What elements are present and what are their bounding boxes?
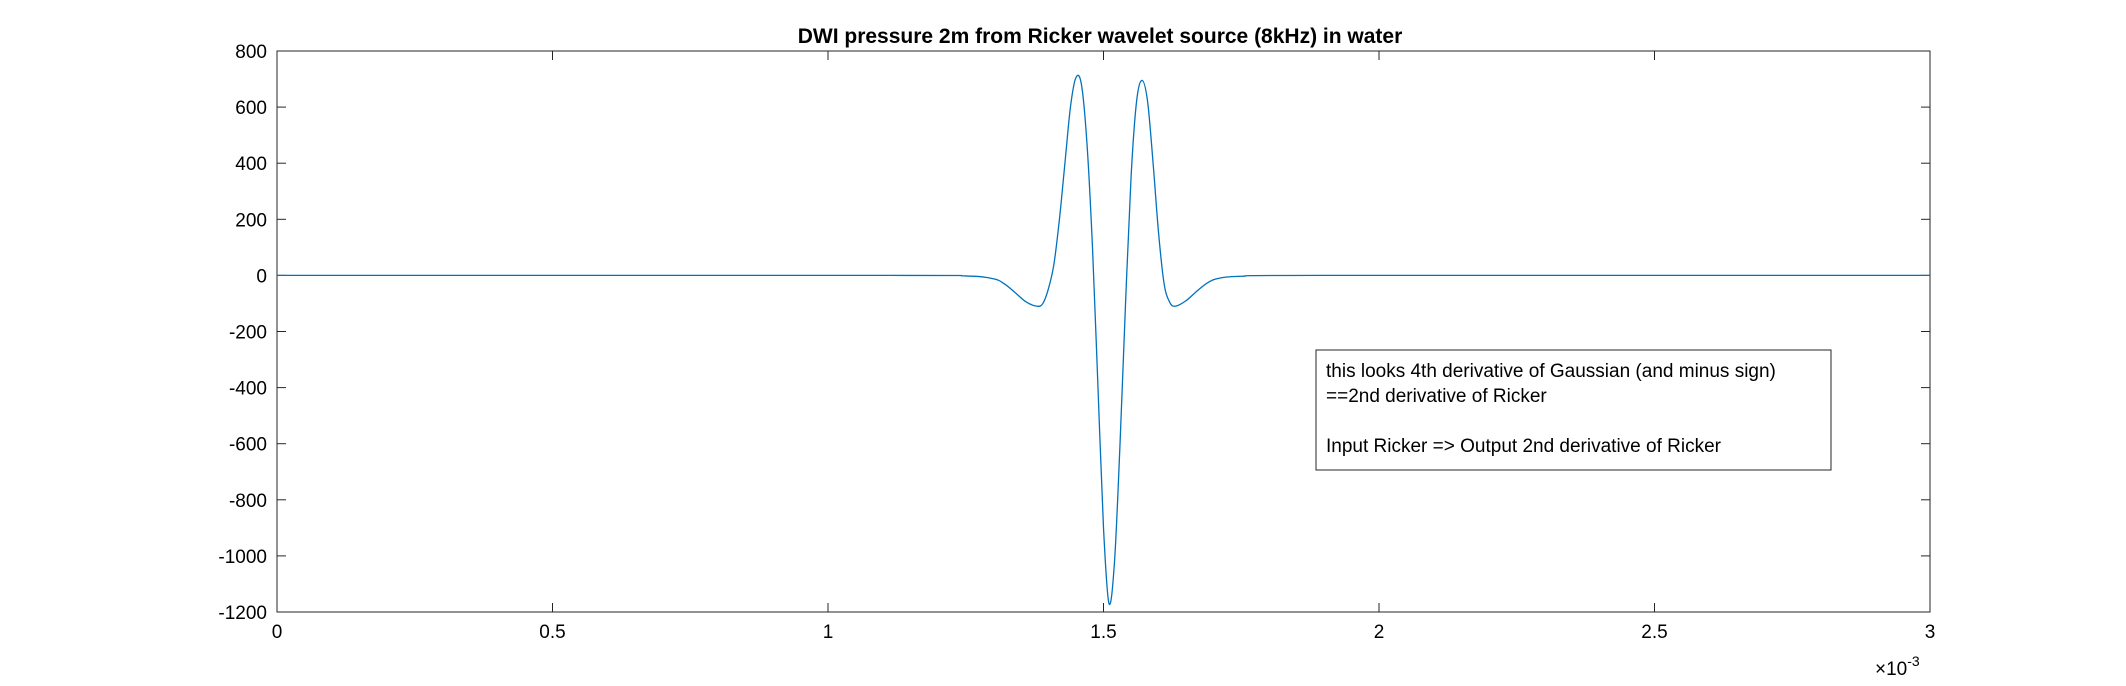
annotation-frame — [1315, 349, 1832, 471]
annotation-line-2: ==2nd derivative of Ricker — [1326, 386, 1547, 407]
y-tick-label: -600 — [229, 435, 267, 456]
x-tick-label: 1.5 — [1090, 622, 1116, 643]
x-tick-label: 0.5 — [539, 622, 565, 643]
x-tick-labels: 0 0.5 1 1.5 2 2.5 3 — [272, 622, 1936, 643]
y-tick-label: 600 — [235, 98, 267, 119]
y-tick-label: 200 — [235, 210, 267, 231]
series-layer — [276, 74, 1931, 606]
annotation-line-1: this looks 4th derivative of Gaussian (a… — [1326, 361, 1776, 382]
y-tick-label: 0 — [256, 266, 267, 287]
annotation-line-4: Input Ricker => Output 2nd derivative of… — [1326, 436, 1722, 457]
y-tick-label: 400 — [235, 154, 267, 175]
y-tick-label: -200 — [229, 323, 267, 344]
y-tick-label: -1000 — [218, 547, 267, 568]
x-tick-label: 2.5 — [1641, 622, 1667, 643]
x-axis-exponent: ×10-3 — [1875, 653, 1920, 680]
x-tick-label: 0 — [272, 622, 283, 643]
series-line-0 — [276, 74, 1931, 606]
x-tick-label: 2 — [1374, 622, 1385, 643]
y-tick-label: 800 — [235, 42, 267, 63]
x-axis-exponent-power: -3 — [1907, 653, 1920, 669]
y-tick-label: -1200 — [218, 603, 267, 624]
annotation-box: this looks 4th derivative of Gaussian (a… — [1315, 349, 1832, 471]
x-tick-label: 3 — [1925, 622, 1936, 643]
chart-title: DWI pressure 2m from Ricker wavelet sour… — [798, 25, 1403, 48]
x-axis-exponent-base: ×10 — [1875, 659, 1907, 680]
x-tick-label: 1 — [823, 622, 834, 643]
y-tick-label: -800 — [229, 491, 267, 512]
y-tick-label: -400 — [229, 379, 267, 400]
y-tick-labels: 800 600 400 200 0 -200 -400 -600 -800 -1000 -1200 — [218, 42, 267, 624]
